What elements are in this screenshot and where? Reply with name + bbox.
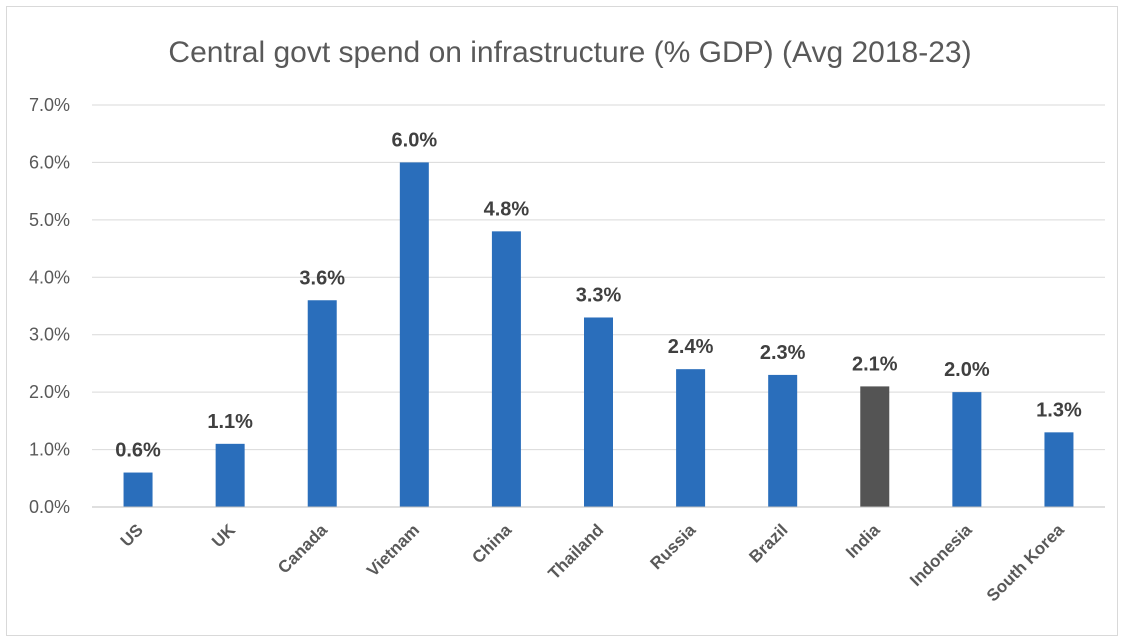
chart-title: Central govt spend on infrastructure (% …	[168, 36, 971, 69]
bar-china	[491, 231, 521, 508]
data-label: 2.3%	[760, 342, 806, 364]
x-tick-label: South Korea	[983, 520, 1068, 605]
y-tick-label: 7.0%	[29, 95, 70, 115]
data-label: 2.0%	[944, 359, 990, 381]
y-tick-label: 0.0%	[29, 497, 70, 517]
data-label: 2.4%	[668, 336, 714, 358]
x-tick-label: India	[842, 520, 884, 562]
data-label: 2.1%	[852, 353, 898, 375]
x-tick-label: UK	[208, 520, 239, 551]
x-axis-ticks: US UK Canada Vietnam China Thailand Russia Braz…	[117, 520, 1068, 605]
bar-us	[123, 472, 153, 507]
bar-canada	[307, 300, 337, 507]
data-label: 3.3%	[576, 284, 622, 306]
data-label: 0.6%	[115, 440, 161, 462]
x-tick-label: Brazil	[745, 520, 791, 566]
data-label: 4.8%	[484, 198, 530, 220]
x-tick-label: China	[468, 520, 515, 567]
x-tick-label: Canada	[274, 520, 331, 577]
y-tick-label: 2.0%	[29, 382, 70, 402]
data-label: 1.1%	[207, 411, 253, 433]
bar-indonesia	[952, 392, 982, 507]
bar-russia	[676, 369, 706, 507]
bar-south-korea	[1044, 432, 1074, 507]
data-label: 1.3%	[1036, 399, 1082, 421]
bars	[123, 162, 1074, 508]
bar-thailand	[584, 317, 613, 507]
gridlines	[92, 104, 1105, 451]
y-tick-label: 5.0%	[29, 210, 70, 230]
x-tick-label: Russia	[647, 520, 700, 573]
y-tick-label: 6.0%	[29, 152, 70, 172]
y-tick-label: 3.0%	[29, 325, 70, 345]
chart-frame	[6, 6, 1118, 636]
y-tick-label: 1.0%	[29, 440, 70, 460]
x-tick-label: Indonesia	[906, 520, 976, 590]
x-tick-label: Thailand	[544, 520, 607, 583]
data-labels: 0.6% 1.1% 3.6% 6.0% 4.8% 3.3% 2.4% 2.3% 2.1% 2.0%…	[115, 129, 1082, 461]
y-axis-ticks: 0.0% 1.0% 2.0% 3.0% 4.0% 5.0% 6.0% 7.0%	[29, 95, 70, 517]
bar-uk	[215, 443, 245, 507]
x-tick-label: Vietnam	[363, 520, 423, 580]
y-tick-label: 4.0%	[29, 267, 70, 287]
data-label: 3.6%	[299, 267, 345, 289]
bar-brazil	[768, 374, 798, 507]
bar-india	[860, 386, 890, 507]
bar-vietnam	[399, 162, 429, 507]
data-label: 6.0%	[392, 129, 438, 151]
x-tick-label: US	[117, 520, 147, 550]
